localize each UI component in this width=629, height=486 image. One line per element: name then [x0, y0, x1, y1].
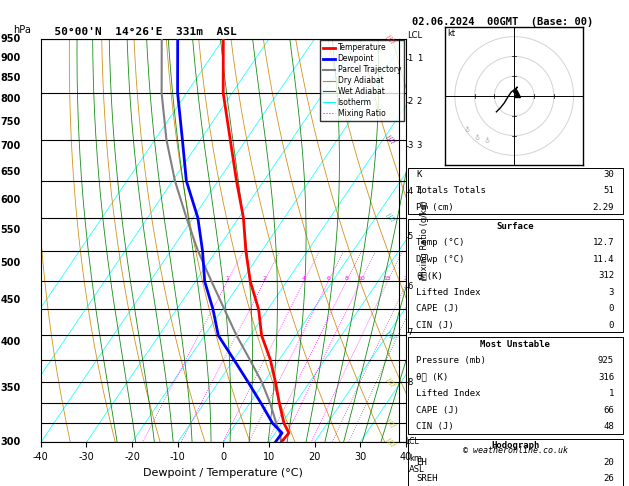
Text: ////: //// [386, 34, 396, 44]
Text: ////: //// [386, 437, 396, 448]
Text: Temp (°C): Temp (°C) [416, 238, 465, 247]
Text: 2: 2 [416, 97, 422, 106]
Text: ♁: ♁ [475, 135, 480, 140]
Text: 30: 30 [603, 170, 614, 179]
Text: 4: 4 [408, 187, 413, 196]
Text: ////: //// [386, 418, 396, 429]
Text: 900: 900 [1, 53, 21, 63]
Text: 50°00'N  14°26'E  331m  ASL: 50°00'N 14°26'E 331m ASL [41, 27, 237, 37]
Text: 4: 4 [302, 277, 306, 281]
Text: ♁: ♁ [484, 139, 489, 144]
Text: Totals Totals: Totals Totals [416, 186, 486, 195]
Text: CAPE (J): CAPE (J) [416, 406, 459, 415]
Text: 0: 0 [609, 304, 614, 313]
Text: km
ASL: km ASL [409, 454, 425, 474]
Text: 750: 750 [1, 117, 21, 127]
Text: 6: 6 [408, 282, 413, 291]
Text: 8: 8 [408, 378, 413, 387]
Text: CIN (J): CIN (J) [416, 422, 454, 432]
Text: 1: 1 [416, 54, 422, 63]
X-axis label: Dewpoint / Temperature (°C): Dewpoint / Temperature (°C) [143, 468, 303, 478]
Text: CAPE (J): CAPE (J) [416, 304, 459, 313]
Text: 312: 312 [598, 271, 614, 280]
Text: θᴇ(K): θᴇ(K) [416, 271, 443, 280]
Text: 8: 8 [345, 277, 348, 281]
Text: 800: 800 [1, 94, 21, 104]
Text: 300: 300 [1, 437, 21, 447]
Text: 950: 950 [1, 34, 21, 44]
Text: 2: 2 [262, 277, 266, 281]
Text: ////: //// [386, 212, 396, 223]
Text: 2.29: 2.29 [593, 203, 614, 212]
Text: LCL: LCL [408, 31, 423, 40]
Text: 3: 3 [416, 141, 422, 150]
Text: Pressure (mb): Pressure (mb) [416, 356, 486, 365]
Text: 6: 6 [326, 277, 330, 281]
Text: 2: 2 [408, 97, 413, 106]
Text: Surface: Surface [496, 222, 534, 231]
Text: 12.7: 12.7 [593, 238, 614, 247]
Text: ////: //// [386, 134, 396, 145]
Text: Most Unstable: Most Unstable [480, 340, 550, 349]
Text: 700: 700 [1, 141, 21, 151]
Text: 51: 51 [603, 186, 614, 195]
Text: SREH: SREH [416, 474, 438, 484]
Text: 26: 26 [603, 474, 614, 484]
Text: 1: 1 [225, 277, 229, 281]
Text: ♁: ♁ [465, 126, 470, 133]
Text: 3: 3 [609, 288, 614, 297]
Text: 1: 1 [408, 54, 413, 63]
Text: 850: 850 [1, 73, 21, 83]
Text: K: K [416, 170, 421, 179]
Text: 450: 450 [1, 295, 21, 305]
Text: ////: //// [386, 377, 396, 388]
Text: Lifted Index: Lifted Index [416, 389, 481, 399]
Text: EH: EH [416, 458, 427, 467]
Text: 5: 5 [408, 232, 413, 241]
Text: 925: 925 [598, 356, 614, 365]
Legend: Temperature, Dewpoint, Parcel Trajectory, Dry Adiabat, Wet Adiabat, Isotherm, Mi: Temperature, Dewpoint, Parcel Trajectory… [320, 40, 404, 121]
Text: 500: 500 [1, 259, 21, 268]
Text: hPa: hPa [14, 25, 31, 35]
Text: ////: //// [386, 330, 396, 341]
Text: Dewp (°C): Dewp (°C) [416, 255, 465, 264]
Text: 02.06.2024  00GMT  (Base: 00): 02.06.2024 00GMT (Base: 00) [412, 17, 593, 27]
Text: Mixing Ratio (g/kg): Mixing Ratio (g/kg) [420, 201, 430, 280]
Text: PW (cm): PW (cm) [416, 203, 454, 212]
Text: 66: 66 [603, 406, 614, 415]
Text: θᴇ (K): θᴇ (K) [416, 373, 448, 382]
Text: LCL: LCL [406, 437, 420, 446]
Text: 0: 0 [609, 321, 614, 330]
Text: CIN (J): CIN (J) [416, 321, 454, 330]
Text: 3: 3 [408, 141, 413, 150]
Text: 15: 15 [384, 277, 391, 281]
Text: 20: 20 [603, 458, 614, 467]
Text: 400: 400 [1, 337, 21, 347]
Text: 4: 4 [416, 187, 422, 196]
Text: 550: 550 [1, 225, 21, 235]
Text: kt: kt [447, 29, 455, 38]
Text: 600: 600 [1, 195, 21, 205]
Text: 7: 7 [408, 328, 413, 337]
Text: Lifted Index: Lifted Index [416, 288, 481, 297]
Text: 10: 10 [357, 277, 365, 281]
Text: 650: 650 [1, 167, 21, 177]
Text: Hodograph: Hodograph [491, 441, 539, 451]
Text: © weatheronline.co.uk: © weatheronline.co.uk [463, 446, 567, 455]
Text: 1: 1 [609, 389, 614, 399]
Text: 316: 316 [598, 373, 614, 382]
Text: 20: 20 [403, 277, 411, 281]
Text: 11.4: 11.4 [593, 255, 614, 264]
Text: 350: 350 [1, 383, 21, 393]
Text: 48: 48 [603, 422, 614, 432]
